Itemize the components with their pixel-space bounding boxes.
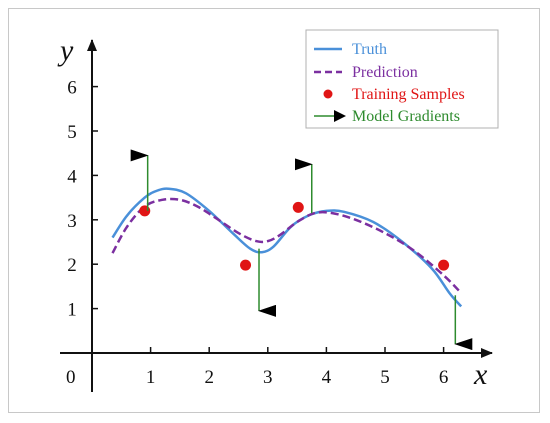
series-line-prediction: [111, 197, 463, 294]
ticks: [92, 85, 445, 353]
y-tick-label-1: 1: [67, 300, 77, 321]
x-tick-label-6: 6: [439, 367, 449, 388]
y-tick-label-6: 6: [67, 78, 77, 99]
training-sample-point: [240, 259, 252, 271]
gradients-layer: [130, 149, 473, 351]
legend-box: [305, 29, 499, 129]
legend-gradients-label: Model Gradients: [352, 108, 460, 125]
training-sample-point: [139, 205, 151, 217]
x-tick-label-2: 2: [204, 367, 214, 388]
legend-samples-swatch: [323, 89, 333, 99]
x-tick-label-5: 5: [380, 367, 390, 388]
y-axis-label: y: [57, 34, 74, 67]
legend-truth-label: Truth: [352, 41, 387, 58]
y-tick-label-5: 5: [67, 122, 77, 143]
legend-samples-label: Training Samples: [352, 86, 465, 103]
y-tick-label-4: 4: [67, 166, 77, 187]
tick-labels: 1 2 3 4 5 6 1 2 3 4 5 6: [67, 78, 448, 388]
x-tick-label-4: 4: [322, 367, 332, 388]
legend-prediction-label: Prediction: [352, 64, 418, 81]
samples-layer: [139, 201, 450, 271]
training-sample-point: [292, 201, 304, 213]
x-tick-label-3: 3: [263, 367, 273, 388]
legend-gradients-arrowhead: [334, 110, 346, 122]
x-tick-label-1: 1: [146, 367, 156, 388]
y-tick-label-3: 3: [67, 211, 77, 232]
legend: Truth Prediction Training Samples Model …: [305, 29, 499, 129]
origin-label: 0: [66, 367, 76, 388]
series-line-truth: [111, 187, 463, 308]
x-axis-label: x: [473, 358, 488, 391]
axes: [60, 39, 493, 392]
series-layer: [111, 187, 463, 308]
training-sample-point: [438, 259, 450, 271]
y-tick-label-2: 2: [67, 255, 77, 276]
